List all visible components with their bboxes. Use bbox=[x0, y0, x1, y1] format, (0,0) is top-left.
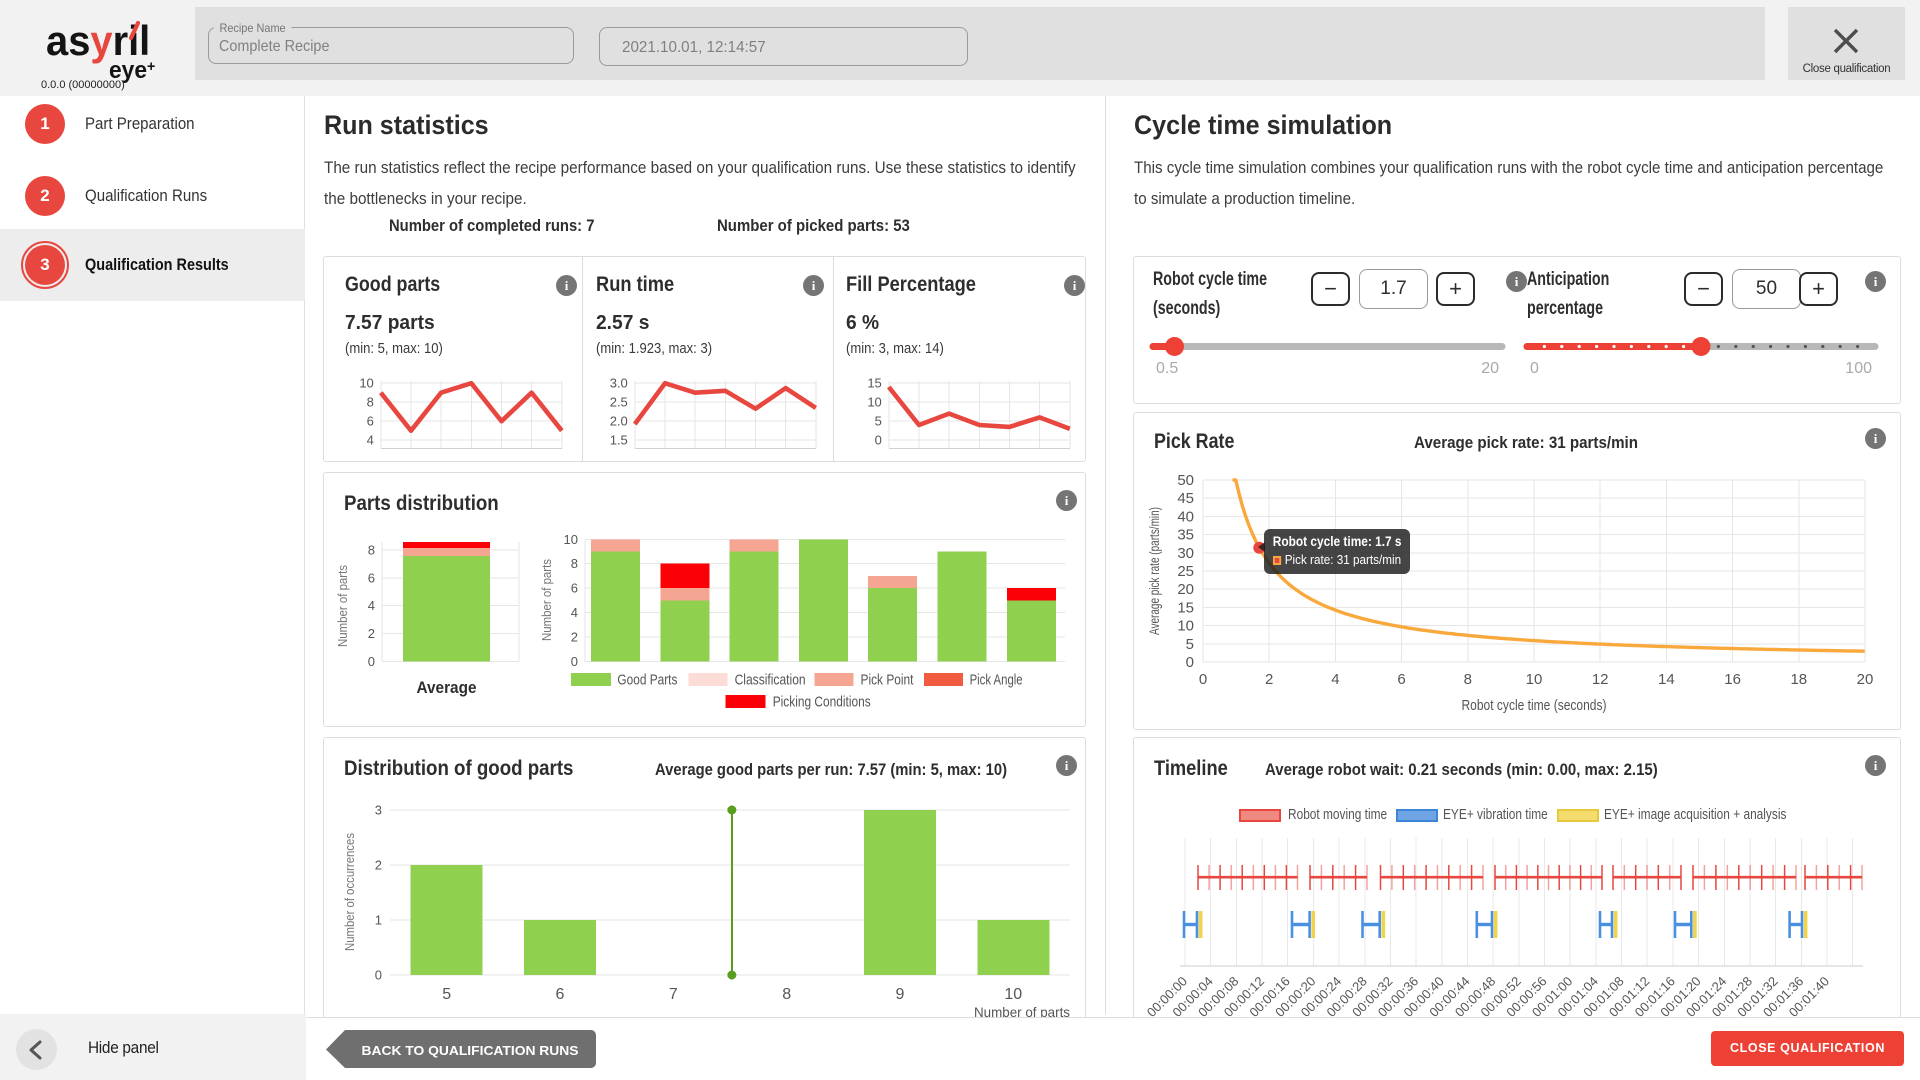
svg-text:Number of parts: Number of parts bbox=[540, 559, 554, 641]
svg-text:8: 8 bbox=[367, 395, 374, 410]
svg-text:8: 8 bbox=[1464, 671, 1472, 688]
svg-text:14: 14 bbox=[1658, 671, 1675, 688]
svg-text:40: 40 bbox=[1177, 508, 1194, 525]
svg-text:Classification: Classification bbox=[735, 673, 806, 689]
svg-text:16: 16 bbox=[1724, 671, 1741, 688]
svg-text:Picking Conditions: Picking Conditions bbox=[773, 695, 871, 711]
svg-text:0.5: 0.5 bbox=[1156, 360, 1178, 377]
svg-text:2: 2 bbox=[368, 626, 375, 641]
svg-text:25: 25 bbox=[1177, 563, 1194, 580]
svg-text:18: 18 bbox=[1790, 671, 1807, 688]
svg-text:0: 0 bbox=[571, 654, 578, 669]
svg-text:10: 10 bbox=[359, 376, 373, 391]
svg-text:1: 1 bbox=[375, 913, 382, 928]
svg-text:4: 4 bbox=[1331, 671, 1339, 688]
svg-text:9: 9 bbox=[896, 986, 905, 1003]
svg-text:35: 35 bbox=[1177, 527, 1194, 544]
svg-text:Average pick rate (parts/min): Average pick rate (parts/min) bbox=[1147, 507, 1162, 635]
svg-text:6: 6 bbox=[367, 414, 374, 429]
svg-text:15: 15 bbox=[1177, 599, 1194, 616]
svg-text:Pick Point: Pick Point bbox=[861, 673, 914, 689]
svg-text:6: 6 bbox=[556, 986, 565, 1003]
svg-text:0: 0 bbox=[875, 433, 882, 448]
svg-text:30: 30 bbox=[1177, 545, 1194, 562]
svg-text:Good Parts: Good Parts bbox=[617, 673, 677, 689]
svg-text:20: 20 bbox=[1481, 360, 1499, 377]
svg-text:Number of occurrences: Number of occurrences bbox=[343, 833, 357, 951]
svg-text:6: 6 bbox=[571, 581, 578, 596]
svg-text:0: 0 bbox=[1199, 671, 1207, 688]
svg-text:4: 4 bbox=[368, 598, 375, 613]
svg-text:3: 3 bbox=[375, 803, 382, 818]
svg-text:1.5: 1.5 bbox=[610, 433, 628, 448]
svg-text:8: 8 bbox=[368, 543, 375, 558]
svg-text:10: 10 bbox=[1004, 986, 1022, 1003]
svg-text:12: 12 bbox=[1592, 671, 1609, 688]
svg-text:4: 4 bbox=[571, 605, 578, 620]
svg-text:0: 0 bbox=[368, 654, 375, 669]
svg-text:8: 8 bbox=[571, 556, 578, 571]
svg-text:2: 2 bbox=[1265, 671, 1273, 688]
svg-text:10: 10 bbox=[564, 532, 578, 547]
svg-text:0: 0 bbox=[1530, 360, 1539, 377]
svg-text:Number of parts: Number of parts bbox=[336, 565, 350, 647]
svg-text:2: 2 bbox=[571, 629, 578, 644]
svg-text:Pick Angle: Pick Angle bbox=[970, 673, 1023, 689]
svg-text:5: 5 bbox=[1186, 636, 1194, 653]
svg-text:10: 10 bbox=[1526, 671, 1543, 688]
svg-text:0: 0 bbox=[1186, 654, 1194, 671]
svg-text:2.0: 2.0 bbox=[610, 414, 628, 429]
svg-text:Number of parts: Number of parts bbox=[974, 1004, 1070, 1020]
svg-text:BACK TO QUALIFICATION RUNS: BACK TO QUALIFICATION RUNS bbox=[362, 1043, 579, 1058]
svg-text:50: 50 bbox=[1177, 472, 1194, 489]
svg-text:100: 100 bbox=[1845, 360, 1872, 377]
svg-text:2.5: 2.5 bbox=[610, 395, 628, 410]
svg-text:5: 5 bbox=[875, 414, 882, 429]
svg-text:20: 20 bbox=[1177, 581, 1194, 598]
svg-text:15: 15 bbox=[867, 376, 881, 391]
svg-text:3.0: 3.0 bbox=[610, 376, 628, 391]
svg-text:8: 8 bbox=[782, 986, 791, 1003]
svg-text:2: 2 bbox=[375, 858, 382, 873]
svg-text:Average: Average bbox=[417, 678, 477, 697]
svg-text:10: 10 bbox=[1177, 618, 1194, 635]
svg-text:10: 10 bbox=[867, 395, 881, 410]
svg-text:45: 45 bbox=[1177, 490, 1194, 507]
svg-text:4: 4 bbox=[367, 433, 374, 448]
svg-text:0: 0 bbox=[375, 968, 382, 983]
svg-text:6: 6 bbox=[1397, 671, 1405, 688]
svg-text:5: 5 bbox=[442, 986, 451, 1003]
svg-text:Robot cycle time (seconds): Robot cycle time (seconds) bbox=[1462, 697, 1607, 714]
svg-text:6: 6 bbox=[368, 570, 375, 585]
svg-text:20: 20 bbox=[1857, 671, 1874, 688]
svg-text:7: 7 bbox=[669, 986, 678, 1003]
